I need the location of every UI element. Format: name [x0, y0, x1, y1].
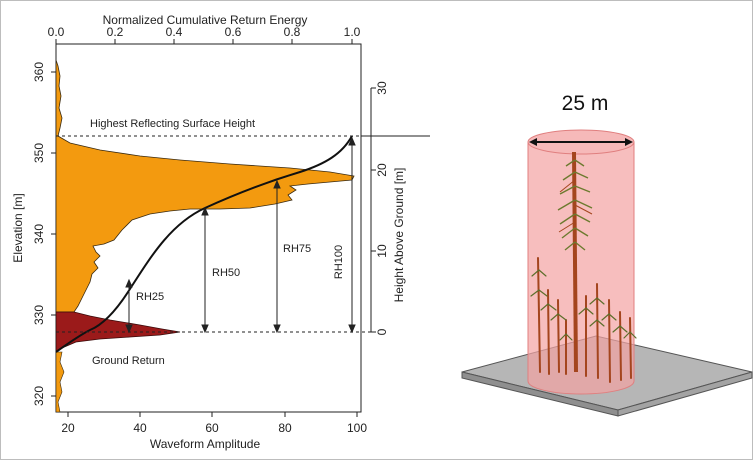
bottom-tick-label: 100 [347, 421, 367, 435]
right-tick-label: 20 [375, 163, 389, 177]
left-tick-label: 340 [32, 224, 46, 244]
highest-surface-label: Highest Reflecting Surface Height [90, 118, 255, 130]
small-trees [530, 257, 637, 383]
forest-plot-illustration: 25 m [461, 92, 753, 417]
top-axis: Normalized Cumulative Return Energy 0.0 … [48, 13, 361, 44]
right-tick-label: 0 [375, 328, 389, 335]
cumulative-energy-curve [55, 135, 353, 353]
left-tick-label: 330 [32, 305, 46, 325]
rh25-label: RH25 [136, 291, 164, 303]
top-tick-label: 0.0 [48, 25, 65, 39]
right-tick-label: 10 [375, 244, 389, 258]
canopy-return-area [56, 59, 355, 313]
top-tick-label: 1.0 [344, 25, 361, 39]
top-axis-title: Normalized Cumulative Return Energy [103, 13, 308, 27]
plot-size-label: 25 m [562, 92, 609, 115]
top-tick-label: 0.8 [284, 25, 301, 39]
plot-cylinder [527, 141, 635, 395]
bottom-axis: 20 40 60 80 100 Waveform Amplitude [61, 412, 367, 451]
left-tick-label: 350 [32, 143, 46, 163]
bottom-tick-label: 20 [61, 421, 75, 435]
ground-plane-edge [617, 371, 753, 417]
left-axis: 320 330 340 350 360 Elevation [m] [11, 62, 56, 406]
ground-return-label: Ground Return [92, 355, 165, 367]
waveform-plot: Highest Reflecting Surface Height Ground… [11, 13, 430, 451]
rh50-label: RH50 [212, 267, 240, 279]
top-tick-label: 0.6 [225, 25, 242, 39]
right-axis-title: Height Above Ground [m] [392, 168, 406, 303]
bottom-tick-label: 80 [278, 421, 292, 435]
bottom-tick-label: 40 [133, 421, 147, 435]
top-tick-label: 0.4 [166, 25, 183, 39]
bottom-tick-label: 60 [205, 421, 219, 435]
bottom-axis-title: Waveform Amplitude [150, 437, 261, 451]
right-axis: 0 10 20 30 Height Above Ground [m] [370, 81, 406, 335]
right-tick-label: 30 [375, 81, 389, 95]
rh100-label: RH100 [333, 245, 345, 279]
top-tick-label: 0.2 [107, 25, 124, 39]
left-axis-title: Elevation [m] [11, 193, 25, 262]
rh75-label: RH75 [283, 243, 311, 255]
left-tick-label: 360 [32, 62, 46, 82]
tall-tree [557, 151, 593, 373]
left-tick-label: 320 [32, 386, 46, 406]
waveform-tail [56, 351, 65, 412]
